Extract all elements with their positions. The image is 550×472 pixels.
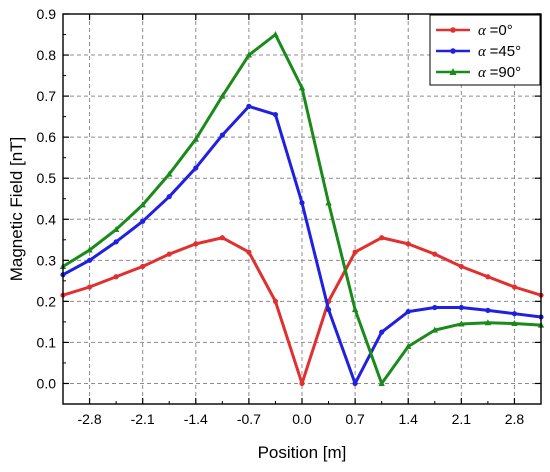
legend-marker bbox=[450, 27, 456, 33]
data-point bbox=[246, 249, 252, 255]
data-point bbox=[431, 326, 438, 333]
x-axis-title: Position [m] bbox=[258, 443, 347, 462]
data-point bbox=[511, 311, 518, 317]
legend-items: α =0°α =45°α =90° bbox=[436, 22, 521, 81]
legend-marker bbox=[449, 68, 457, 75]
y-tick-label: 0.1 bbox=[37, 334, 57, 350]
data-point bbox=[272, 298, 279, 304]
data-point bbox=[511, 284, 518, 290]
data-point bbox=[166, 170, 173, 177]
data-point bbox=[458, 320, 465, 327]
series-layer bbox=[59, 31, 545, 387]
data-point bbox=[379, 329, 385, 335]
x-tick-label: 2.8 bbox=[505, 411, 525, 427]
x-tick-label: 2.1 bbox=[452, 411, 472, 427]
series-2 bbox=[60, 103, 544, 387]
y-tick-label: 0.6 bbox=[37, 129, 57, 145]
data-point bbox=[299, 200, 305, 206]
data-point bbox=[246, 103, 252, 109]
data-point bbox=[485, 307, 491, 313]
x-tick-label: -2.8 bbox=[77, 411, 101, 427]
x-tick-label: 0.7 bbox=[345, 411, 365, 427]
legend-series-name: =0° bbox=[490, 22, 513, 39]
series-3 bbox=[59, 31, 545, 386]
legend-series-name: =45° bbox=[490, 43, 521, 60]
y-tick-label: 0.5 bbox=[37, 170, 57, 186]
y-axis-ticks: 0.0 0.1 0.2 0.3 0.4 0.5 0.6 0.7 0.8 0.9 bbox=[37, 6, 541, 391]
data-point bbox=[219, 92, 226, 99]
data-point bbox=[485, 274, 491, 280]
data-point bbox=[86, 257, 93, 263]
legend-alpha-symbol: α bbox=[478, 65, 490, 81]
data-point bbox=[458, 263, 464, 270]
data-point bbox=[86, 284, 93, 290]
x-tick-label: -1.4 bbox=[184, 411, 208, 427]
data-point bbox=[245, 51, 253, 58]
grid-lines bbox=[63, 13, 541, 404]
data-point bbox=[352, 249, 358, 255]
x-tick-label: -0.7 bbox=[237, 411, 261, 427]
data-point bbox=[325, 199, 332, 206]
y-tick-label: 0.3 bbox=[37, 252, 57, 268]
data-point bbox=[140, 218, 146, 224]
y-tick-label: 0.2 bbox=[37, 293, 57, 309]
data-point bbox=[405, 309, 411, 315]
data-point bbox=[379, 235, 385, 241]
legend-label: α =90° bbox=[478, 64, 521, 81]
y-tick-label: 0.4 bbox=[37, 211, 57, 227]
data-point bbox=[351, 306, 359, 313]
legend-series-name: =90° bbox=[490, 64, 521, 81]
data-point bbox=[272, 31, 279, 38]
data-point bbox=[298, 84, 306, 91]
x-axis-ticks: -2.8 -2.1 -1.4 -0.7 0.0 0.7 1.4 2.1 2.8 bbox=[77, 14, 524, 427]
data-point bbox=[113, 274, 119, 280]
y-tick-label: 0.8 bbox=[37, 47, 57, 63]
data-point bbox=[112, 226, 120, 233]
data-point bbox=[193, 241, 199, 247]
data-point bbox=[458, 304, 464, 311]
y-axis-title: Magnetic Field [nT] bbox=[7, 137, 26, 282]
data-point bbox=[378, 379, 385, 386]
legend-alpha-symbol: α bbox=[478, 23, 490, 39]
data-point bbox=[325, 306, 332, 313]
data-point bbox=[166, 251, 172, 257]
legend-label: α =0° bbox=[478, 22, 513, 39]
legend: α =0°α =45°α =90° bbox=[429, 14, 541, 86]
data-point bbox=[86, 246, 93, 253]
y-tick-label: 0.9 bbox=[37, 6, 57, 22]
data-point bbox=[432, 304, 438, 311]
data-point bbox=[192, 135, 199, 142]
data-point bbox=[166, 194, 172, 200]
x-tick-label: -2.1 bbox=[131, 411, 155, 427]
data-point bbox=[219, 132, 225, 138]
data-point bbox=[139, 201, 146, 208]
data-point bbox=[299, 380, 305, 387]
legend-alpha-symbol: α bbox=[478, 44, 490, 60]
data-point bbox=[272, 111, 279, 118]
data-point bbox=[113, 239, 119, 245]
data-point bbox=[193, 165, 199, 171]
data-point bbox=[140, 263, 146, 270]
legend-marker bbox=[450, 48, 456, 54]
data-point bbox=[484, 319, 492, 326]
data-point bbox=[352, 380, 358, 387]
x-tick-label: 0.0 bbox=[292, 411, 312, 427]
legend-label: α =45° bbox=[478, 43, 521, 60]
y-tick-label: 0.0 bbox=[37, 375, 57, 391]
y-tick-label: 0.7 bbox=[37, 88, 57, 104]
data-point bbox=[432, 251, 438, 257]
data-point bbox=[405, 343, 412, 350]
data-point bbox=[219, 235, 225, 241]
x-tick-label: 1.4 bbox=[398, 411, 418, 427]
data-point bbox=[511, 320, 518, 327]
data-point bbox=[405, 241, 411, 247]
